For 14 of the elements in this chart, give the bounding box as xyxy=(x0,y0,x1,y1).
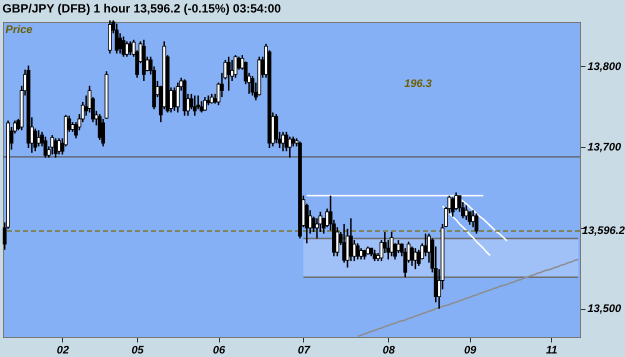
y-tick-label: 13,800 xyxy=(588,60,622,73)
ref-line-label: 13,596.2 xyxy=(582,225,625,238)
x-tick-label: 05 xyxy=(131,344,145,356)
y-tick-label: 13,700 xyxy=(588,142,622,154)
x-tick-label: 06 xyxy=(212,344,226,356)
x-tick-label: 02 xyxy=(56,344,70,356)
annotation: Price xyxy=(6,24,32,36)
y-tick-label: 13,500 xyxy=(588,303,622,316)
x-tick-label: 09 xyxy=(464,344,478,356)
chart-title: GBP/JPY (DFB) 1 hour 13,596.2 (-0.15%) 03:54:00 xyxy=(2,2,282,16)
x-tick-label: 11 xyxy=(546,344,558,356)
x-tick-label: 07 xyxy=(298,344,311,356)
annotation: 196.3 xyxy=(404,78,432,90)
x-tick-label: 08 xyxy=(382,344,396,356)
